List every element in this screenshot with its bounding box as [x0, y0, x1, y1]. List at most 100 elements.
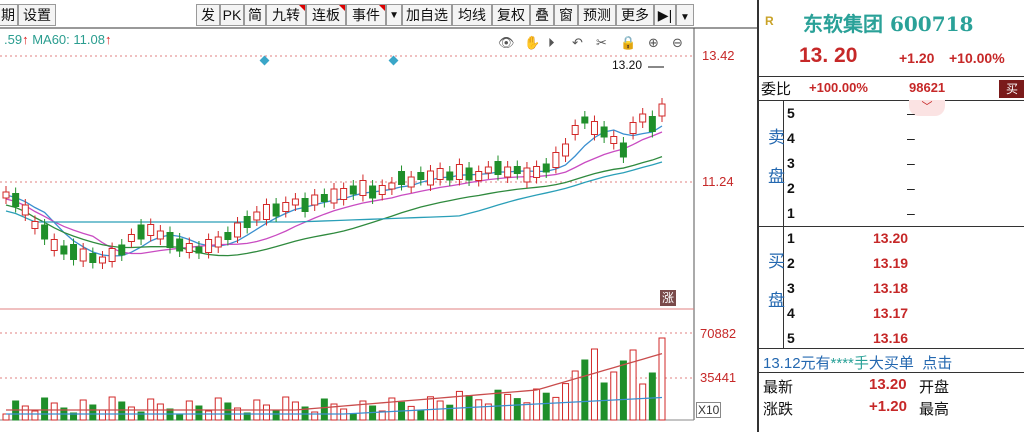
volume-bar [436, 400, 444, 421]
candle-body [388, 182, 396, 190]
chart-toolbar: 期 设置 发 PK 简 九转 连板 事件 ▼ 加自选 均线 复权 叠 窗 预测 … [0, 4, 700, 26]
play-icon[interactable]: ⏵ [548, 35, 555, 50]
zoom-out-icon[interactable]: ⊖ [672, 35, 683, 50]
candle-body [426, 170, 434, 186]
candle-body [610, 136, 618, 144]
buy-row-3[interactable]: 3 13.18 [787, 277, 1007, 301]
buy-row-5[interactable]: 5 13.16 [787, 327, 1007, 351]
lianban-button[interactable]: 连板 [306, 4, 346, 26]
price: 13.20 [873, 230, 909, 246]
settings-button[interactable]: 设置 [18, 4, 56, 26]
event-marker-icon[interactable] [388, 55, 399, 66]
hand-icon[interactable]: ✋ [524, 35, 541, 50]
collapse-right-button[interactable]: ▶| [654, 4, 676, 26]
volume-bar [41, 397, 49, 421]
overlay-button[interactable]: 叠 [530, 4, 554, 26]
chevron-down-icon[interactable]: ﹀ [909, 100, 945, 116]
red-flag-icon [379, 5, 385, 11]
candle-body [137, 224, 145, 240]
y-tick-high: 13.42 [702, 48, 735, 63]
eye-icon[interactable]: 👁 [498, 35, 515, 50]
events-button[interactable]: 事件 [346, 4, 386, 26]
settings-label: 设置 [23, 7, 51, 23]
candle-body [2, 191, 10, 199]
quote-label-2: 最高 [919, 401, 950, 418]
jiuzhuan-button[interactable]: 九转 [266, 4, 306, 26]
volume-bar [70, 412, 78, 421]
simple-button[interactable]: 简 [244, 4, 266, 26]
candlesticks [2, 98, 666, 269]
candle-body [552, 152, 560, 168]
stock-code: 600718 [889, 12, 974, 36]
lock-icon[interactable]: 🔒 [620, 35, 637, 50]
candle-body [590, 121, 598, 135]
forecast-button[interactable]: 预测 [578, 4, 616, 26]
candle-body [504, 166, 512, 178]
candle-body [21, 204, 29, 216]
buy-row-1[interactable]: 1 13.20 [787, 227, 1007, 251]
buy-row-2[interactable]: 2 13.19 [787, 252, 1007, 276]
weibi-pct: +100.00% [809, 80, 868, 95]
volume-bar [455, 390, 463, 421]
window-button[interactable]: 窗 [554, 4, 578, 26]
candle-body [118, 244, 126, 256]
scissors-icon[interactable]: ✂ [596, 35, 607, 50]
volume-bar [205, 410, 213, 421]
price: 13.16 [873, 330, 909, 346]
orderbook-divider [783, 100, 784, 348]
buy-row-4[interactable]: 4 13.17 [787, 302, 1007, 326]
ma-label: 均线 [458, 7, 486, 23]
candle-body [195, 246, 203, 254]
candle-body [465, 167, 473, 181]
more-button[interactable]: 更多 [616, 4, 654, 26]
volume-bar [523, 402, 531, 421]
price: – [907, 105, 915, 121]
volume-bar [648, 372, 656, 421]
volume-bar [417, 410, 425, 421]
divider [759, 348, 1024, 349]
volume-bar [552, 396, 560, 421]
price: – [907, 205, 915, 221]
add-watchlist-button[interactable]: 加自选 [402, 4, 452, 26]
volume-bar [243, 412, 251, 421]
volume-bar [118, 401, 126, 421]
candle-body [349, 185, 357, 195]
dropdown-arrow-icon: ▼ [680, 12, 690, 23]
pk-button[interactable]: PK [220, 4, 244, 26]
post-button[interactable]: 发 [196, 4, 220, 26]
kline-chart[interactable] [0, 0, 757, 432]
volume-bar [484, 403, 492, 421]
ma-button[interactable]: 均线 [452, 4, 492, 26]
sell-row-3: 3– [787, 152, 1007, 176]
big-order-ticker[interactable]: 13.12元有****手大买单 点击 [763, 352, 952, 373]
ma20-line [5, 155, 663, 257]
candle-body [455, 164, 463, 180]
candle-body [571, 125, 579, 135]
volume-bar [272, 409, 280, 421]
volume-bar [658, 337, 666, 421]
candle-body [311, 194, 319, 206]
dropdown-arrow-icon: ▼ [389, 10, 399, 21]
candle-body [484, 166, 492, 174]
buy-button[interactable]: 买 [999, 80, 1024, 98]
period-label: 期 [1, 7, 15, 23]
volume-bar [311, 411, 319, 421]
ma60-line [5, 161, 663, 223]
overlay-label: 叠 [535, 7, 549, 23]
toolbar-dropdown-button[interactable]: ▼ [676, 4, 694, 26]
zoom-in-icon[interactable]: ⊕ [648, 35, 659, 50]
level: 5 [787, 330, 795, 346]
period-button[interactable]: 期 [0, 4, 18, 26]
more-dropdown-button[interactable]: ▼ [386, 4, 402, 26]
candle-body [79, 248, 87, 262]
candle-body [98, 256, 106, 264]
event-marker-icon[interactable] [259, 55, 270, 66]
simple-label: 简 [248, 7, 262, 23]
volume-bar [610, 371, 618, 421]
level: 3 [787, 155, 795, 171]
candle-body [436, 168, 444, 180]
undo-icon[interactable]: ↶ [572, 35, 583, 50]
adjust-button[interactable]: 复权 [492, 4, 530, 26]
candle-body [475, 171, 483, 181]
level: 5 [787, 105, 795, 121]
